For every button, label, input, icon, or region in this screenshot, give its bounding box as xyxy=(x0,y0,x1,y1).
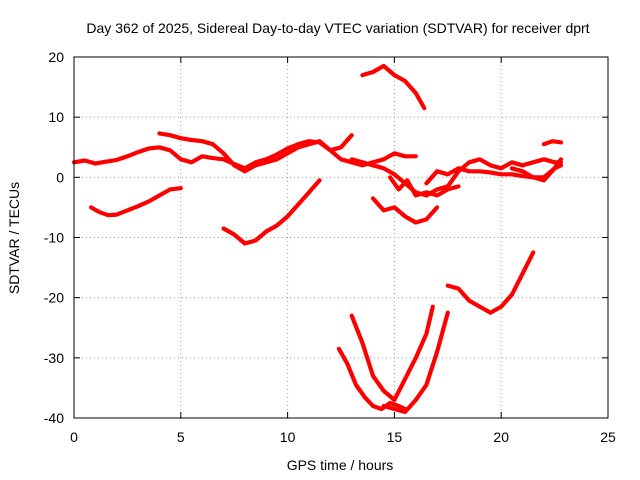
series-line-14 xyxy=(381,310,450,415)
series-line-3 xyxy=(349,157,564,198)
series-line-12 xyxy=(336,346,408,412)
series-line-1 xyxy=(71,139,418,171)
series-line-7 xyxy=(360,63,427,111)
axis-ticks: 0 5 10 15 20 25 -40 -30 -20 -10 0 10 20 xyxy=(44,49,616,445)
x-tick-label: 0 xyxy=(70,429,78,445)
x-axis-label: GPS time / hours xyxy=(287,457,394,473)
y-tick-label: 0 xyxy=(56,169,64,185)
data-series xyxy=(71,63,564,415)
x-tick-label: 5 xyxy=(177,429,185,445)
series-line-2 xyxy=(157,131,354,174)
series-line-9 xyxy=(221,178,322,246)
y-tick-label: -10 xyxy=(44,230,64,246)
y-axis-label: SDTVAR / TECUs xyxy=(6,182,22,294)
series-line-6 xyxy=(541,139,564,147)
x-tick-label: 10 xyxy=(280,429,296,445)
x-tick-label: 25 xyxy=(600,429,616,445)
series-line-5 xyxy=(509,157,564,183)
series-line-15 xyxy=(445,250,536,315)
series-line-8 xyxy=(88,186,183,218)
series-line-11 xyxy=(388,175,461,198)
x-tick-label: 20 xyxy=(493,429,509,445)
series-line-13 xyxy=(349,304,435,402)
y-tick-label: -40 xyxy=(44,410,64,426)
series-line-4 xyxy=(424,163,564,186)
series-line-10 xyxy=(370,196,440,225)
y-tick-label: 20 xyxy=(48,49,64,65)
grid xyxy=(74,57,608,418)
x-tick-label: 15 xyxy=(387,429,403,445)
y-tick-label: 10 xyxy=(48,109,64,125)
chart-title: Day 362 of 2025, Sidereal Day-to-day VTE… xyxy=(86,20,589,36)
y-tick-label: -30 xyxy=(44,350,64,366)
y-tick-label: -20 xyxy=(44,290,64,306)
